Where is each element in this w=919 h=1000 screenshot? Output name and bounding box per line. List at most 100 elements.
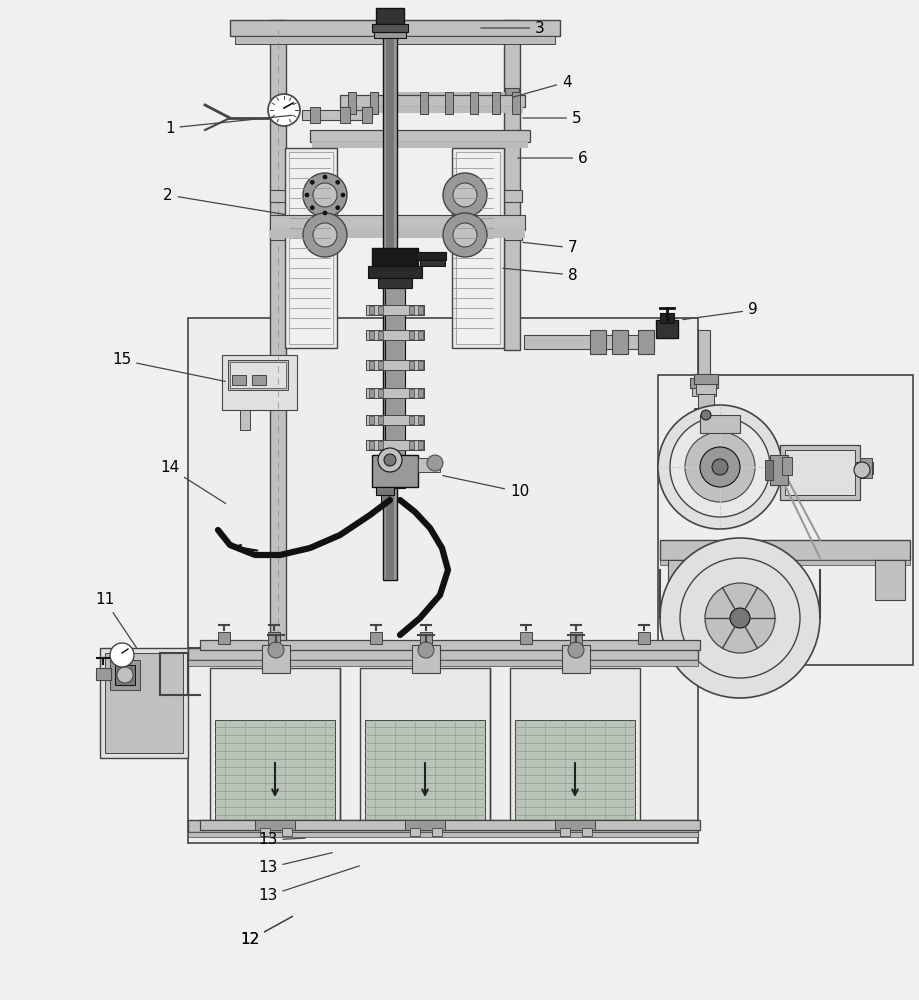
- Bar: [96, 668, 111, 680]
- Circle shape: [335, 180, 339, 184]
- Text: 13: 13: [257, 866, 359, 904]
- Bar: [696, 416, 715, 424]
- Bar: [221, 355, 297, 410]
- Bar: [781, 457, 791, 475]
- Bar: [282, 828, 291, 836]
- Circle shape: [700, 410, 710, 420]
- Bar: [187, 832, 698, 837]
- Bar: [366, 388, 424, 398]
- Bar: [374, 32, 405, 38]
- Bar: [449, 228, 521, 240]
- Bar: [365, 720, 484, 820]
- Bar: [659, 313, 674, 323]
- Bar: [301, 110, 371, 120]
- Text: 13: 13: [257, 853, 332, 876]
- Circle shape: [443, 213, 486, 257]
- Bar: [289, 152, 333, 344]
- Bar: [110, 660, 140, 690]
- Bar: [769, 455, 788, 485]
- Circle shape: [267, 94, 300, 126]
- Bar: [340, 95, 525, 107]
- Bar: [187, 318, 698, 648]
- Bar: [409, 306, 414, 314]
- Bar: [409, 389, 414, 397]
- Bar: [409, 441, 414, 449]
- Text: 10: 10: [442, 476, 528, 499]
- Bar: [380, 495, 389, 503]
- Bar: [255, 820, 295, 830]
- Bar: [210, 668, 340, 823]
- Bar: [230, 20, 560, 36]
- Bar: [784, 450, 854, 495]
- Bar: [187, 648, 698, 660]
- Bar: [412, 645, 439, 673]
- Bar: [417, 441, 423, 449]
- Circle shape: [452, 183, 476, 207]
- Bar: [667, 560, 698, 600]
- Bar: [369, 331, 374, 339]
- Bar: [105, 653, 183, 753]
- Bar: [228, 360, 288, 390]
- Bar: [582, 828, 591, 836]
- Bar: [260, 828, 269, 836]
- Circle shape: [729, 608, 749, 628]
- Bar: [285, 148, 336, 348]
- Bar: [404, 820, 445, 830]
- Bar: [262, 645, 289, 673]
- Bar: [378, 278, 412, 288]
- Bar: [637, 330, 653, 354]
- Bar: [369, 389, 374, 397]
- Bar: [342, 107, 522, 113]
- Bar: [312, 142, 528, 148]
- Bar: [410, 828, 420, 836]
- Circle shape: [341, 193, 345, 197]
- Bar: [589, 330, 606, 354]
- Bar: [417, 458, 439, 472]
- Bar: [269, 228, 340, 240]
- Bar: [369, 632, 381, 644]
- Bar: [215, 720, 335, 820]
- Bar: [451, 148, 504, 348]
- Bar: [560, 828, 570, 836]
- Text: 8: 8: [502, 267, 577, 282]
- Bar: [611, 330, 628, 354]
- Bar: [691, 388, 715, 396]
- Bar: [310, 130, 529, 142]
- Bar: [361, 107, 371, 123]
- Bar: [415, 252, 446, 260]
- Bar: [386, 10, 393, 580]
- Bar: [409, 331, 414, 339]
- Bar: [417, 389, 423, 397]
- Text: 11: 11: [95, 592, 136, 648]
- Bar: [420, 632, 432, 644]
- Bar: [378, 416, 382, 424]
- Bar: [310, 107, 320, 123]
- Bar: [366, 305, 424, 315]
- Bar: [376, 8, 403, 24]
- Circle shape: [679, 558, 800, 678]
- Bar: [395, 92, 514, 96]
- Bar: [699, 380, 711, 410]
- Text: 15: 15: [112, 353, 225, 381]
- Bar: [218, 632, 230, 644]
- Bar: [378, 361, 382, 369]
- Circle shape: [711, 459, 727, 475]
- Bar: [230, 362, 286, 388]
- Bar: [115, 665, 135, 685]
- Bar: [417, 306, 423, 314]
- Circle shape: [685, 432, 754, 502]
- Bar: [509, 668, 640, 823]
- Bar: [394, 94, 515, 104]
- Bar: [659, 540, 909, 560]
- Bar: [698, 394, 713, 408]
- Circle shape: [305, 193, 309, 197]
- Bar: [874, 560, 904, 600]
- Bar: [659, 560, 909, 565]
- Bar: [693, 374, 717, 384]
- Bar: [371, 248, 417, 266]
- Bar: [369, 361, 374, 369]
- Bar: [269, 230, 525, 238]
- Text: 2: 2: [163, 188, 285, 215]
- Bar: [417, 331, 423, 339]
- Bar: [854, 462, 872, 474]
